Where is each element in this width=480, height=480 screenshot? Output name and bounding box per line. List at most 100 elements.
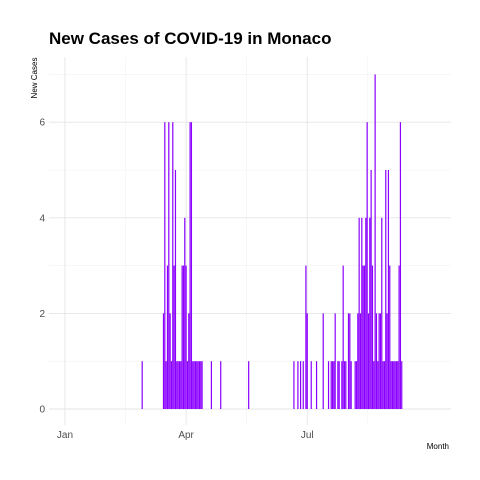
bar bbox=[358, 217, 360, 409]
x-axis-ticks: Jan Apr Jul bbox=[57, 430, 314, 441]
bar bbox=[331, 361, 334, 409]
bar bbox=[379, 313, 382, 409]
bar bbox=[334, 313, 336, 409]
bar bbox=[349, 313, 351, 409]
bar bbox=[365, 217, 367, 409]
bar bbox=[193, 361, 195, 409]
bar bbox=[168, 122, 170, 409]
bar bbox=[397, 361, 399, 409]
bar bbox=[398, 265, 400, 409]
bar bbox=[333, 361, 335, 409]
bar bbox=[181, 265, 183, 409]
bar bbox=[378, 313, 380, 409]
bar bbox=[350, 361, 352, 409]
bar bbox=[310, 361, 312, 409]
x-axis-title: Month bbox=[427, 442, 449, 451]
bar bbox=[293, 361, 295, 409]
bar bbox=[180, 361, 182, 409]
bar bbox=[210, 361, 212, 409]
bar bbox=[194, 361, 197, 409]
bar bbox=[394, 361, 396, 409]
y-tick-label: 4 bbox=[39, 213, 45, 224]
bar bbox=[385, 170, 387, 409]
bar bbox=[141, 361, 143, 409]
bar bbox=[359, 313, 362, 409]
bar bbox=[178, 361, 181, 409]
bar bbox=[391, 361, 394, 409]
y-axis-ticks: 0 2 4 6 bbox=[39, 118, 45, 416]
x-tick-label: Apr bbox=[178, 430, 194, 441]
bar bbox=[162, 313, 165, 409]
bar bbox=[393, 361, 395, 409]
bar bbox=[345, 361, 347, 409]
bar bbox=[197, 361, 199, 409]
bar bbox=[343, 361, 346, 409]
bar bbox=[377, 361, 379, 409]
bar bbox=[390, 361, 392, 409]
bar bbox=[201, 361, 203, 409]
bar bbox=[362, 265, 364, 409]
y-axis-title: New Cases bbox=[30, 58, 39, 99]
bar bbox=[342, 265, 344, 409]
bar bbox=[327, 361, 330, 409]
bar bbox=[196, 361, 198, 409]
x-tick-label: Jan bbox=[57, 430, 73, 441]
bar bbox=[248, 361, 250, 409]
bar bbox=[177, 361, 179, 409]
bar bbox=[172, 122, 174, 409]
bar bbox=[399, 122, 402, 409]
bars bbox=[141, 74, 403, 410]
bar bbox=[347, 313, 350, 409]
bar bbox=[315, 361, 318, 409]
bar bbox=[387, 170, 390, 409]
bar bbox=[189, 122, 191, 409]
bar bbox=[198, 361, 201, 409]
bar bbox=[361, 217, 363, 409]
bar bbox=[369, 217, 371, 409]
bar bbox=[337, 361, 339, 409]
bar bbox=[373, 361, 375, 409]
y-tick-label: 2 bbox=[39, 309, 45, 320]
bar bbox=[370, 170, 372, 409]
bar bbox=[174, 170, 177, 409]
bar bbox=[357, 313, 359, 409]
bar bbox=[367, 313, 370, 409]
bar bbox=[302, 361, 304, 409]
bar bbox=[299, 361, 302, 409]
bar bbox=[220, 361, 222, 409]
y-tick-label: 6 bbox=[39, 118, 45, 129]
bar bbox=[184, 217, 186, 409]
bar bbox=[338, 361, 340, 409]
bar bbox=[386, 313, 388, 409]
bar bbox=[322, 313, 324, 409]
bar bbox=[389, 265, 391, 409]
bar bbox=[381, 217, 383, 409]
bar bbox=[366, 122, 368, 409]
bar bbox=[374, 74, 376, 410]
x-tick-label: Jul bbox=[301, 430, 314, 441]
bar bbox=[395, 361, 398, 409]
y-tick-label: 0 bbox=[39, 405, 45, 416]
bar bbox=[176, 361, 178, 409]
bar bbox=[173, 265, 175, 409]
bar bbox=[169, 313, 171, 409]
bar bbox=[341, 361, 343, 409]
bar bbox=[170, 361, 173, 409]
bar bbox=[382, 361, 384, 409]
bar bbox=[165, 361, 167, 409]
bar bbox=[200, 361, 202, 409]
chart-title: New Cases of COVID-19 in Monaco bbox=[49, 29, 331, 48]
bar bbox=[306, 313, 308, 409]
bar bbox=[192, 361, 194, 409]
bar bbox=[363, 265, 366, 409]
bar bbox=[188, 313, 190, 409]
bar bbox=[186, 361, 189, 409]
bar bbox=[354, 361, 356, 409]
bar bbox=[355, 361, 358, 409]
bar bbox=[166, 265, 169, 409]
bar bbox=[190, 122, 193, 409]
bar bbox=[330, 361, 332, 409]
bar bbox=[185, 265, 187, 409]
bar bbox=[371, 265, 374, 409]
